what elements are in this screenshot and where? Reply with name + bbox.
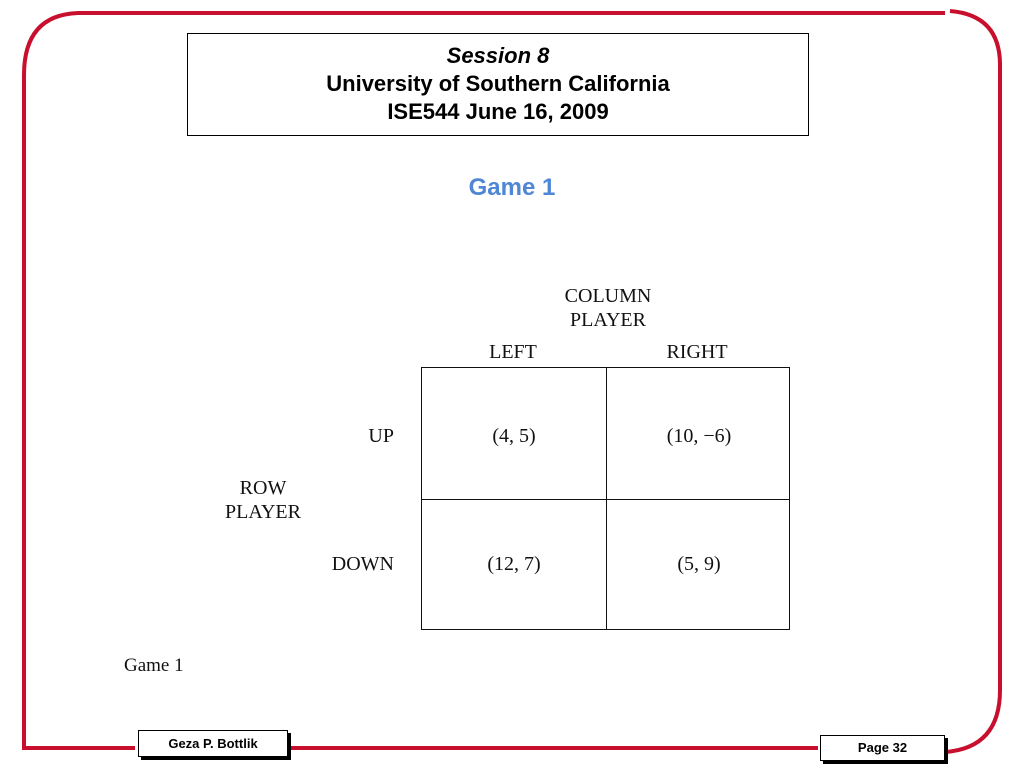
cell-up-right: (10, −6) (666, 425, 732, 447)
cell-down-left: (12, 7) (487, 553, 541, 575)
col-left-label: LEFT (489, 341, 537, 363)
header-box: Session 8 University of Southern Califor… (187, 33, 809, 136)
slide-title: Game 1 (468, 174, 556, 201)
column-player-label: COLUMN PLAYER (548, 284, 668, 332)
row-down-label: DOWN (331, 553, 394, 575)
matrix-vertical-divider (606, 368, 607, 629)
border-left-top-curve (22, 11, 945, 76)
row-player-label: ROW PLAYER (213, 476, 313, 524)
course-label: ISE544 June 16, 2009 (387, 99, 609, 124)
border-right-side (944, 65, 1002, 754)
matrix-horizontal-divider (422, 499, 789, 500)
session-label: Session 8 (446, 43, 550, 68)
col-right-label: RIGHT (666, 341, 728, 363)
column-player-line1: COLUMN (564, 285, 652, 307)
cell-up-left: (4, 5) (492, 425, 536, 447)
cell-down-right: (5, 9) (677, 553, 721, 575)
author-label: Geza P. Bottlik (168, 736, 258, 751)
payoff-matrix: (4, 5) (10, −6) (12, 7) (5, 9) (421, 367, 790, 630)
border-left-side (22, 75, 135, 750)
column-player-line2: PLAYER (570, 309, 646, 331)
page-number-box: Page 32 (820, 735, 945, 761)
figure-caption: Game 1 (124, 655, 184, 676)
border-right-top-curve (949, 9, 1002, 66)
page-number-label: Page 32 (857, 740, 908, 755)
university-label: University of Southern California (326, 71, 670, 96)
row-player-line1: ROW (239, 477, 287, 499)
row-player-line2: PLAYER (225, 501, 301, 523)
author-box: Geza P. Bottlik (138, 730, 288, 757)
row-up-label: UP (368, 425, 394, 447)
